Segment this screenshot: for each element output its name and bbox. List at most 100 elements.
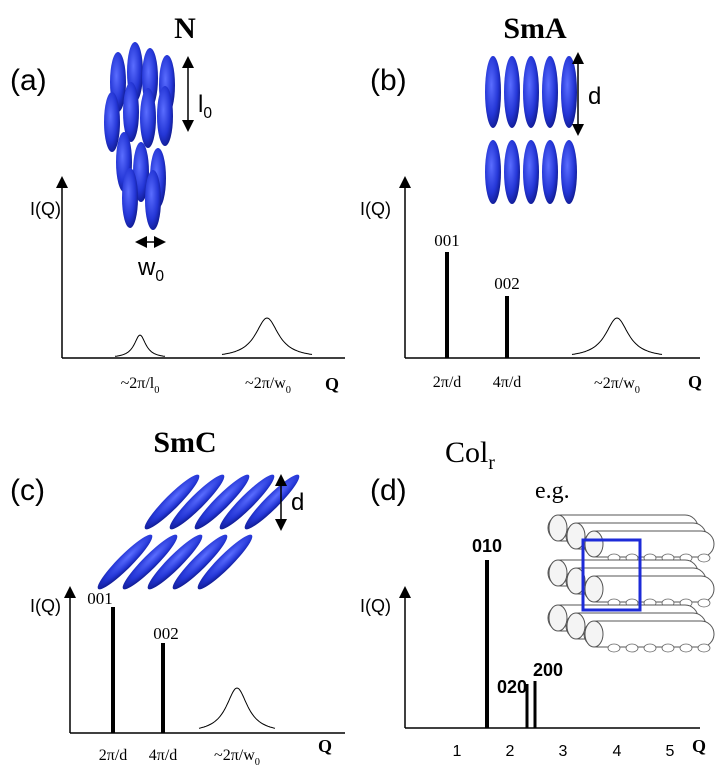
dimension-label: d [588, 83, 601, 110]
molecule [504, 56, 520, 128]
label-text: ~2π/l [121, 375, 155, 392]
x-tick-label: ~2π/w0 [214, 747, 260, 768]
column-end [548, 559, 568, 587]
side-chain [679, 643, 693, 653]
panel-title: N [174, 12, 196, 45]
label-sub: 0 [286, 385, 291, 396]
peak-label: 200 [533, 660, 563, 680]
x-axis-label: Q [692, 736, 706, 756]
label-sub: 0 [203, 105, 212, 122]
x-tick-label: 4π/d [149, 747, 178, 764]
peak-label: 002 [153, 624, 179, 643]
label-sub: 0 [635, 385, 640, 396]
molecules [97, 42, 577, 590]
molecule [157, 86, 173, 146]
label-sub: 0 [255, 757, 260, 768]
broad-peak [114, 334, 166, 357]
molecule [140, 88, 156, 148]
side-chain [625, 643, 639, 653]
y-axis-label: I(Q) [360, 596, 391, 616]
molecule [194, 474, 250, 530]
panel-title: SmC [153, 426, 216, 459]
y-axis-label: I(Q) [30, 199, 61, 219]
x-tick-label: 2π/d [99, 747, 128, 764]
molecule [219, 474, 275, 530]
x-tick-label: 3 [559, 743, 568, 760]
label-sub: 0 [155, 268, 164, 285]
label-text: ~2π/w [214, 747, 255, 764]
molecule [561, 56, 577, 128]
molecule [561, 140, 577, 204]
title-text: Col [445, 436, 488, 469]
side-chain [697, 553, 711, 563]
side-chain [697, 598, 711, 608]
y-axis-label: I(Q) [360, 199, 391, 219]
label-text: ~2π/w [594, 375, 635, 392]
label-sub: 0 [154, 385, 159, 396]
column-end [566, 522, 586, 550]
molecule [145, 170, 161, 230]
broad-peak [198, 687, 276, 729]
molecule [523, 56, 539, 128]
x-tick-label: 4π/d [493, 374, 522, 391]
side-chain [697, 643, 711, 653]
molecule [122, 534, 178, 590]
x-tick-label: 2 [506, 743, 515, 760]
molecule [485, 56, 501, 128]
dimension-label: l0 [198, 91, 212, 122]
axes [56, 52, 700, 734]
dimension-label: w0 [137, 254, 164, 285]
x-tick-label: 5 [666, 743, 675, 760]
molecule [542, 140, 558, 204]
x-tick-label: 1 [453, 743, 462, 760]
title-text: N [174, 12, 196, 45]
label-text: ~2π/w [245, 375, 286, 392]
molecule [197, 534, 253, 590]
column-end [548, 514, 568, 542]
molecule [485, 140, 501, 204]
title-text: SmC [153, 426, 216, 459]
peak-label: 002 [494, 274, 520, 293]
note: e.g. [535, 478, 570, 504]
molecule [504, 140, 520, 204]
label-text: l [198, 91, 203, 118]
dimension-label: d [291, 489, 304, 516]
column-end [584, 530, 604, 558]
title-text: SmA [503, 12, 567, 45]
panel-label: (c) [10, 474, 45, 507]
molecule [147, 534, 203, 590]
y-axis-label: I(Q) [30, 596, 61, 616]
title-sub: r [488, 453, 495, 474]
peak-label: 020 [497, 677, 527, 697]
panel-label: (b) [370, 64, 407, 97]
molecule [104, 92, 120, 152]
side-chain [643, 643, 657, 653]
side-chain [661, 643, 675, 653]
molecule [542, 56, 558, 128]
molecule [172, 534, 228, 590]
molecule [123, 82, 139, 142]
column-end [566, 612, 586, 640]
column-end [566, 567, 586, 595]
molecule [169, 474, 225, 530]
peak-label: 001 [434, 231, 460, 250]
molecule [122, 168, 138, 228]
peaks [111, 252, 663, 733]
x-tick-label: ~2π/w0 [245, 375, 291, 396]
side-chain [607, 643, 621, 653]
panel-title: Colr [445, 436, 495, 474]
panel-title: SmA [503, 12, 567, 45]
molecule [97, 534, 153, 590]
molecule [523, 140, 539, 204]
peak-label: 010 [472, 536, 502, 556]
unit-cell [581, 538, 642, 612]
column-sketch [547, 514, 715, 653]
peak-label: 001 [87, 589, 113, 608]
panel-label: (a) [10, 64, 47, 97]
column-end [548, 604, 568, 632]
label-text: w [137, 254, 156, 281]
x-axis-label: Q [688, 372, 702, 392]
broad-peak [571, 317, 663, 355]
panel-label: (d) [370, 474, 407, 507]
